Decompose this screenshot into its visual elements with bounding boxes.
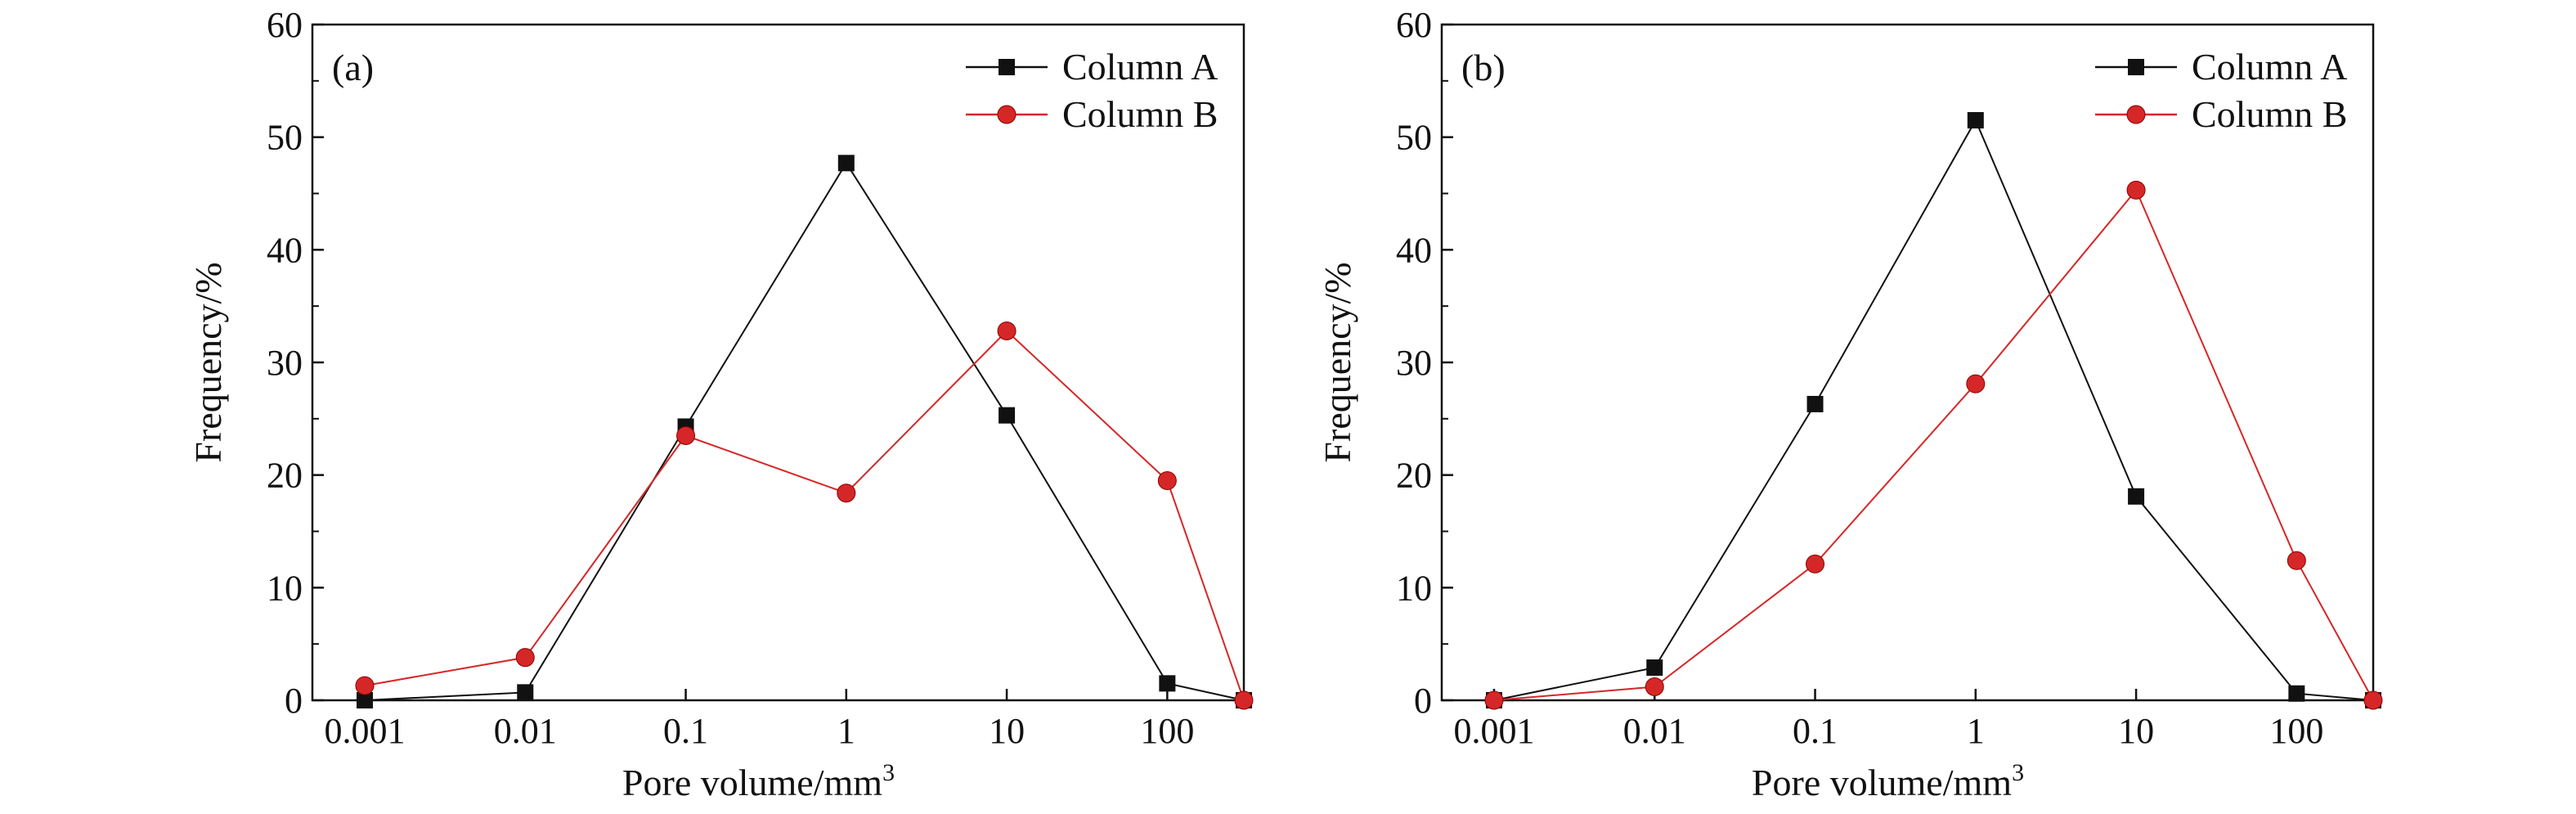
x-tick-label: 1 bbox=[1967, 711, 1985, 751]
data-point-square bbox=[1159, 675, 1176, 692]
data-point-square bbox=[1646, 659, 1663, 677]
y-tick-label: 60 bbox=[1396, 5, 1432, 45]
x-axis-label: Pore volume/mm3 bbox=[622, 759, 895, 803]
series-line-0 bbox=[1493, 118, 2374, 701]
series-line-0 bbox=[364, 161, 1245, 701]
data-point-square bbox=[1806, 395, 1824, 412]
y-tick-label: 0 bbox=[1414, 681, 1432, 721]
panel-label: (a) bbox=[332, 47, 374, 88]
x-tick-label: 100 bbox=[2269, 711, 2323, 751]
data-point-circle bbox=[1484, 690, 1504, 710]
x-axis-label-text: Pore volume/mm bbox=[1752, 762, 2012, 803]
y-tick-label: 50 bbox=[1396, 118, 1432, 158]
legend-marker-circle bbox=[2126, 105, 2146, 124]
x-tick-label: 0.01 bbox=[1623, 711, 1686, 751]
y-tick-label: 40 bbox=[267, 230, 303, 270]
y-tick-label: 60 bbox=[267, 5, 303, 45]
x-tick-label: 100 bbox=[1140, 711, 1194, 751]
legend-marker-square bbox=[999, 59, 1015, 75]
y-tick-label: 0 bbox=[285, 681, 303, 721]
data-point-square bbox=[1967, 112, 1984, 129]
y-tick-label: 10 bbox=[267, 568, 303, 608]
data-point-circle bbox=[2287, 551, 2306, 570]
x-tick-label: 0.01 bbox=[494, 711, 557, 751]
y-tick-label: 40 bbox=[1396, 230, 1432, 270]
legend-marker-square bbox=[2128, 59, 2144, 75]
chart-panel-a: 0 10 20 30 40 50 60 0.001 0.01 0.1 1 10 100 Pore volu… bbox=[187, 5, 1254, 803]
data-point-circle bbox=[355, 676, 375, 695]
x-tick-label: 0.001 bbox=[325, 711, 406, 751]
data-point-square bbox=[999, 407, 1016, 424]
x-tick-label: 0.1 bbox=[1793, 711, 1838, 751]
data-point-circle bbox=[997, 321, 1016, 340]
data-point-circle bbox=[676, 425, 696, 445]
data-point-square bbox=[357, 692, 373, 708]
data-point-circle bbox=[1234, 690, 1254, 710]
x-tick-label: 10 bbox=[2118, 711, 2154, 751]
legend-entry: Column A bbox=[2192, 46, 2347, 88]
x-tick-label: 0.001 bbox=[1454, 711, 1535, 751]
x-axis-label-superscript: 3 bbox=[882, 759, 895, 786]
x-tick-label: 1 bbox=[837, 711, 855, 751]
y-axis-label: Frequency/% bbox=[1317, 262, 1358, 462]
series-line-1 bbox=[364, 330, 1245, 701]
x-tick-label: 0.1 bbox=[663, 711, 708, 751]
data-point-square bbox=[837, 155, 855, 172]
data-point-circle bbox=[2363, 690, 2383, 710]
x-axis-label-superscript: 3 bbox=[2012, 759, 2024, 786]
data-point-square bbox=[517, 684, 534, 701]
y-tick-label: 30 bbox=[1396, 343, 1432, 383]
data-point-circle bbox=[1966, 374, 1986, 394]
x-axis-label-text: Pore volume/mm bbox=[622, 762, 882, 803]
data-point-square bbox=[2128, 488, 2145, 505]
legend-entry: Column B bbox=[1062, 93, 1218, 135]
data-point-circle bbox=[515, 648, 535, 668]
data-point-circle bbox=[837, 483, 856, 503]
y-tick-label: 10 bbox=[1396, 568, 1432, 608]
y-axis-label: Frequency/% bbox=[187, 262, 229, 462]
y-tick-label: 50 bbox=[267, 118, 303, 158]
panel-label: (b) bbox=[1461, 47, 1506, 88]
data-point-circle bbox=[1157, 471, 1177, 491]
y-tick-label: 20 bbox=[1396, 456, 1432, 496]
data-point-circle bbox=[1806, 554, 1825, 573]
legend-marker-circle bbox=[997, 105, 1016, 124]
x-axis-label: Pore volume/mm3 bbox=[1752, 759, 2024, 803]
legend-entry: Column A bbox=[1062, 46, 1218, 88]
y-tick-label: 30 bbox=[267, 343, 303, 383]
legend-entry: Column B bbox=[2192, 93, 2347, 135]
series-line-1 bbox=[1493, 188, 2374, 701]
data-point-circle bbox=[2126, 180, 2146, 200]
data-point-circle bbox=[1645, 677, 1664, 696]
y-tick-label: 20 bbox=[267, 456, 303, 496]
chart-panel-b: 0 10 20 30 40 50 60 0.001 0.01 0.1 1 10 100 Pore volu… bbox=[1317, 5, 2383, 803]
x-tick-label: 10 bbox=[989, 711, 1025, 751]
data-point-square bbox=[2288, 685, 2305, 702]
